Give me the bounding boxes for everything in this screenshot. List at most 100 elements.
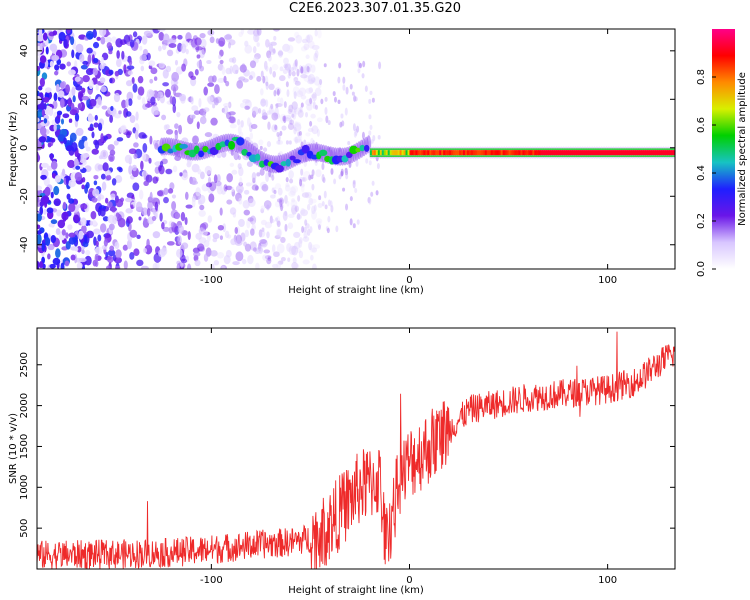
noise-speck [258,229,263,238]
noise-speck [261,183,269,192]
noise-speck [302,259,310,265]
noise-speck [135,111,139,121]
ridge-core [611,150,615,156]
noise-speck [270,41,277,46]
noise-speck [231,169,238,175]
ridge-core [663,150,666,156]
noise-speck [37,213,42,222]
noise-speck [235,184,244,194]
noise-speck [308,197,314,206]
noise-speck [42,32,48,41]
noise-speck [269,215,273,224]
noise-speck [132,31,138,38]
ridge-core [431,150,434,156]
heatmap-y-axis-title: Frequency (Hz) [8,111,19,187]
noise-speck [68,179,76,188]
noise-speck [152,207,156,215]
line-layer [37,331,675,569]
noise-speck [178,124,183,135]
ridge-core [375,150,379,156]
noise-speck [56,110,63,116]
noise-speck [252,221,256,230]
noise-speck [50,191,54,199]
noise-speck [287,257,291,262]
noise-speck [267,121,271,130]
noise-speck [293,122,302,132]
noise-speck [174,123,179,129]
ridge-core [544,150,547,156]
noise-speck [68,236,77,245]
noise-speck [226,199,233,205]
noise-speck [222,223,227,233]
noise-speck [181,63,186,72]
noise-speck [213,97,219,106]
ridge-blob [318,149,328,157]
noise-speck [196,121,200,130]
noise-speck [38,136,47,143]
noise-speck [91,197,98,203]
noise-speck [311,210,317,220]
noise-speck [97,96,102,106]
noise-speck [206,95,214,103]
ridge-core [548,150,551,156]
noise-speck [288,117,293,125]
noise-speck [287,37,296,42]
noise-speck [108,69,114,76]
noise-speck [275,103,279,109]
ridge-core [459,150,462,156]
noise-speck [206,60,212,65]
ridge-core [502,150,506,156]
noise-speck [158,45,162,52]
noise-speck [67,97,72,107]
noise-speck [199,65,205,72]
noise-speck [61,168,66,177]
noise-speck [244,44,253,54]
noise-speck [66,29,71,34]
noise-speck [140,265,149,269]
noise-speck [255,185,259,191]
noise-speck [177,34,183,40]
noise-speck [258,241,267,247]
noise-speck [344,107,348,116]
ridge-core [526,150,529,156]
noise-speck [68,118,73,123]
noise-speck [285,176,289,183]
noise-speck [241,259,247,265]
noise-speck [277,260,284,265]
noise-speck [194,259,201,267]
noise-speck [143,30,152,37]
noise-speck [125,80,133,87]
noise-speck [50,137,56,143]
ridge-core [371,150,375,156]
noise-speck [162,69,169,79]
noise-speck [274,106,279,117]
noise-speck [255,262,260,269]
noise-speck [80,217,87,227]
noise-speck [74,246,79,252]
noise-speck [311,247,318,253]
noise-speck [68,198,75,204]
noise-speck [55,228,61,236]
noise-speck [247,217,254,222]
noise-speck [313,204,317,212]
noise-speck [277,187,283,196]
noise-speck [177,224,184,234]
noise-speck [358,62,362,69]
ridge-core [605,150,609,156]
noise-speck [55,248,61,259]
noise-speck [265,99,269,108]
noise-speck [298,130,302,136]
noise-speck [217,77,225,83]
noise-speck [352,223,356,229]
noise-speck [71,141,78,152]
noise-speck [190,180,198,185]
noise-speck [282,43,291,52]
noise-speck [39,126,47,136]
noise-speck [126,91,134,101]
noise-speck [65,232,69,239]
noise-speck [54,70,59,76]
noise-speck [303,75,311,82]
noise-speck [326,227,330,234]
noise-speck [310,94,317,99]
noise-speck [297,248,302,254]
